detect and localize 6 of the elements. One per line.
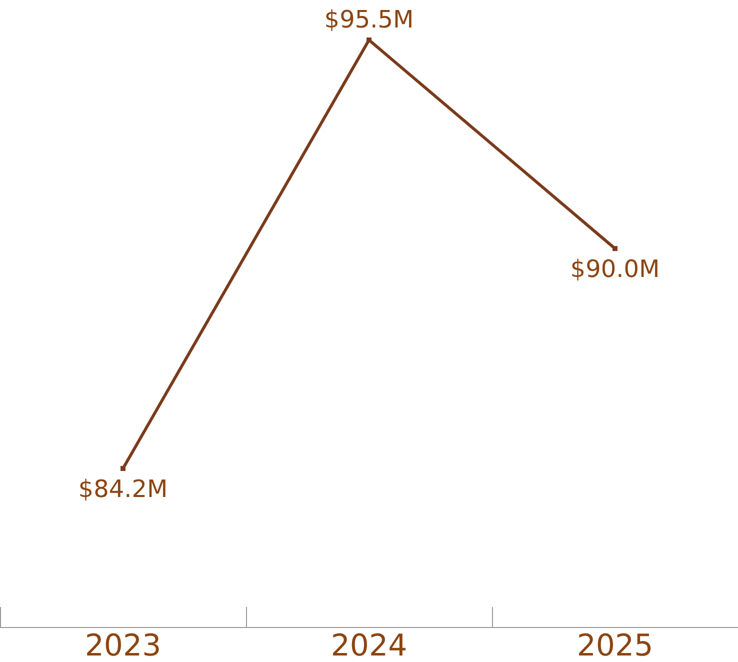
data-label: $84.2M xyxy=(78,474,168,503)
data-label: $90.0M xyxy=(570,255,660,284)
x-tick-label: 2024 xyxy=(330,628,408,662)
x-tick-label: 2025 xyxy=(576,628,654,662)
x-tick-label: 2023 xyxy=(84,628,162,662)
data-label: $95.5M xyxy=(324,6,414,34)
